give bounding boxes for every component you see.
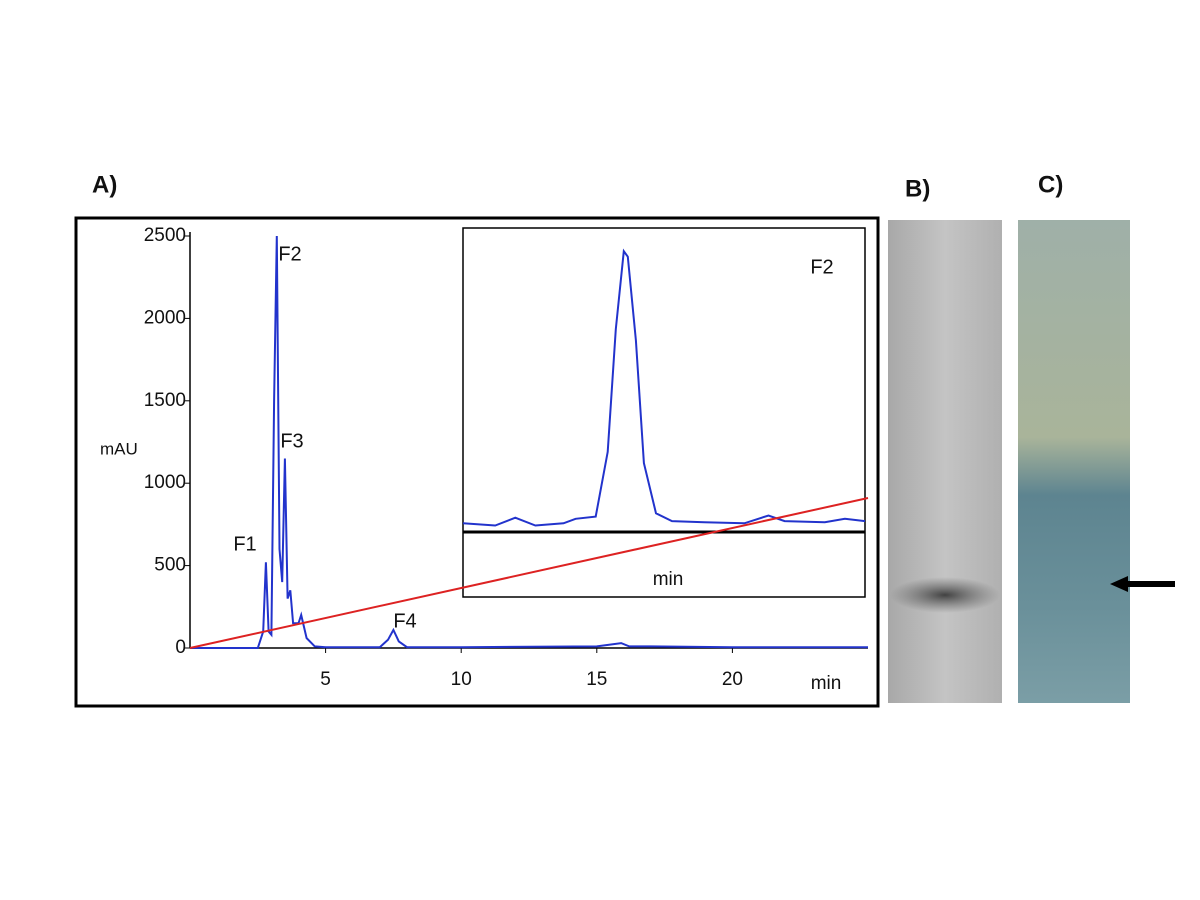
- panel-label: B): [905, 175, 930, 202]
- peak-label: F4: [393, 610, 416, 632]
- y-tick-label: 1000: [144, 472, 186, 493]
- inset-frame: [462, 227, 866, 598]
- y-tick-label: 1500: [144, 390, 186, 411]
- x-axis-label: min: [653, 569, 684, 590]
- panel-label: C): [1038, 171, 1063, 198]
- x-axis-label: min: [811, 673, 842, 694]
- peak-label: F2: [278, 243, 301, 265]
- y-tick-label: 500: [154, 555, 186, 576]
- x-tick-label: 20: [722, 669, 743, 690]
- gel-image: [888, 220, 1002, 703]
- peak-label: F2: [810, 256, 833, 278]
- peak-label: F3: [280, 430, 303, 452]
- y-tick-label: 2000: [144, 307, 186, 328]
- panel-label: A): [92, 171, 117, 198]
- x-tick-label: 15: [586, 669, 607, 690]
- data-line: [190, 235, 868, 649]
- y-axis-label: mAU: [100, 439, 138, 458]
- y-tick-label: 2500: [144, 225, 186, 246]
- peak-label: F1: [233, 533, 256, 555]
- panel-frame: [74, 216, 880, 708]
- gradient-line: [189, 497, 869, 649]
- y-tick-label: 0: [175, 637, 186, 658]
- x-tick-label: 10: [451, 669, 472, 690]
- gel-band: [890, 577, 1000, 613]
- arrow-head: [1110, 576, 1128, 592]
- gel-image: [1018, 220, 1130, 703]
- x-tick-label: 5: [320, 669, 331, 690]
